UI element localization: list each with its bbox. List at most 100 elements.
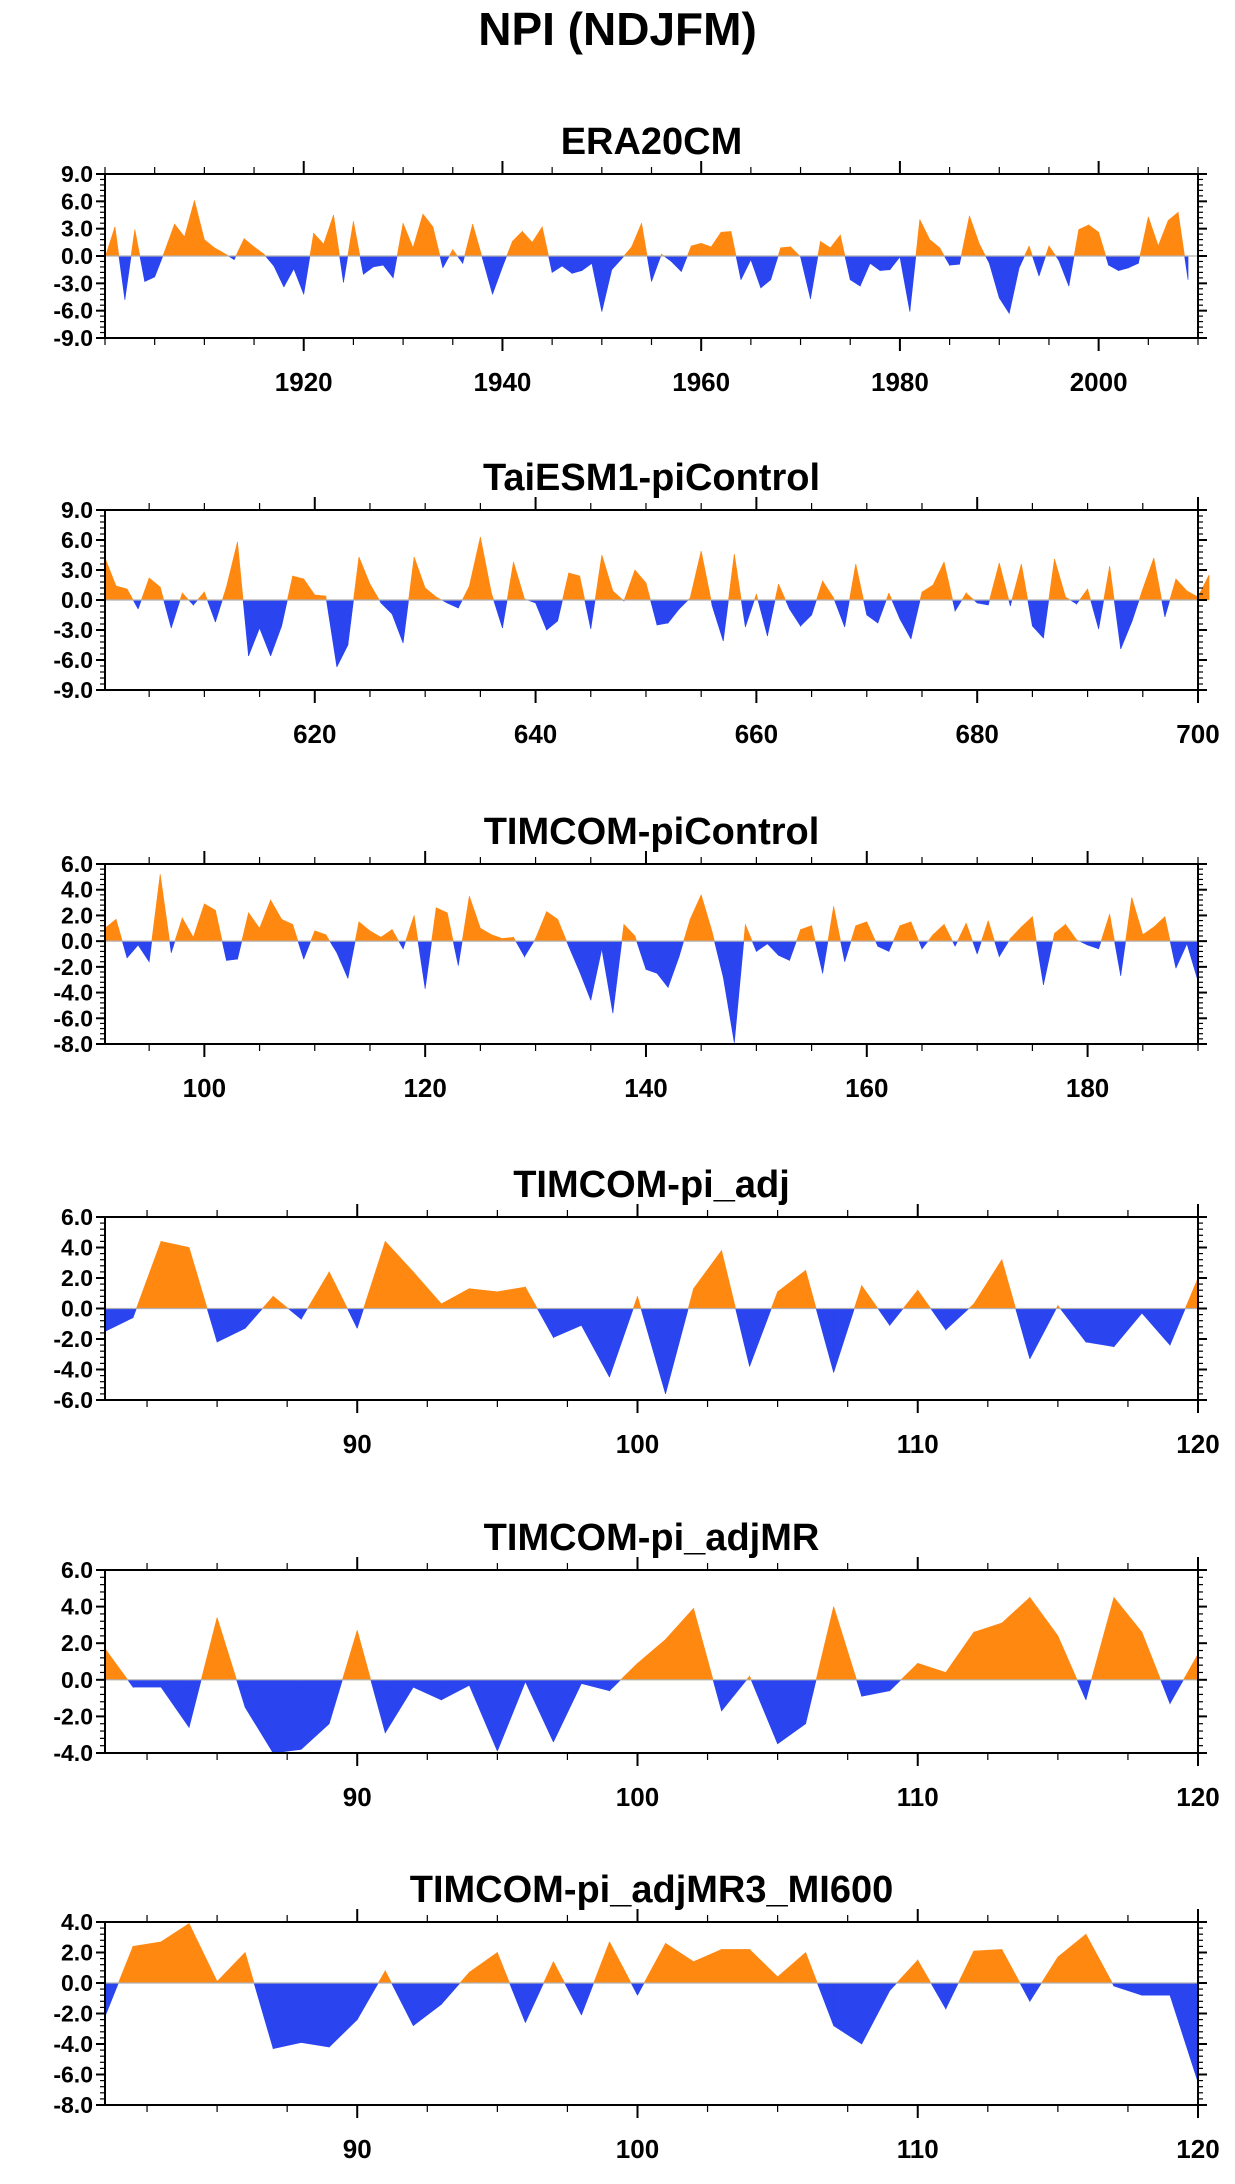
positive-area bbox=[817, 241, 821, 257]
chart-panel-1: ERA20CM 9.06.03.00.0-3.0-6.0-9.0 1920 1940 1… bbox=[53, 121, 1207, 397]
negative-area bbox=[640, 1308, 666, 1394]
positive-area bbox=[384, 1970, 392, 1984]
negative-area bbox=[272, 1679, 302, 1754]
positive-area bbox=[562, 572, 569, 601]
negative-area bbox=[1128, 255, 1139, 269]
positive-area bbox=[1153, 557, 1163, 601]
negative-area bbox=[359, 255, 364, 275]
negative-area bbox=[930, 1308, 947, 1331]
negative-area bbox=[380, 599, 393, 615]
negative-area bbox=[193, 599, 199, 606]
x-tick-label: 110 bbox=[897, 1782, 939, 1812]
positive-area bbox=[1048, 245, 1057, 257]
negative-area bbox=[899, 599, 912, 640]
positive-area bbox=[461, 585, 470, 601]
negative-area bbox=[329, 940, 338, 954]
positive-area bbox=[700, 242, 712, 257]
positive-area bbox=[1057, 1635, 1078, 1681]
negative-area bbox=[564, 1982, 582, 2016]
positive-area bbox=[1177, 212, 1185, 257]
positive-area bbox=[1164, 916, 1171, 942]
negative-area bbox=[678, 940, 685, 957]
negative-area bbox=[877, 940, 890, 952]
negative-area bbox=[844, 599, 850, 628]
positive-area bbox=[287, 575, 293, 601]
positive-area bbox=[215, 910, 223, 942]
positive-area bbox=[634, 935, 638, 942]
negative-area bbox=[1138, 255, 1141, 264]
chart-panel-4: TIMCOM-pi_adj 6.0 4.0 2.0 0.0 -2.0 -4.0 -6.0 90 1… bbox=[53, 1164, 1219, 1459]
positive-area bbox=[919, 219, 931, 257]
positive-area bbox=[354, 921, 360, 942]
positive-area bbox=[448, 249, 454, 257]
negative-area bbox=[1120, 940, 1126, 976]
positive-area bbox=[241, 912, 249, 942]
positive-area bbox=[957, 1950, 975, 1984]
negative-area bbox=[1019, 1982, 1031, 2002]
positive-area bbox=[643, 1943, 666, 1984]
positive-area bbox=[384, 1240, 414, 1309]
positive-area bbox=[900, 1662, 919, 1681]
negative-area bbox=[568, 940, 581, 973]
x-tick-label: 140 bbox=[624, 1073, 667, 1103]
positive-area bbox=[981, 920, 989, 942]
positive-area bbox=[480, 927, 492, 942]
negative-area bbox=[148, 940, 153, 962]
negative-area bbox=[866, 599, 879, 624]
positive-area bbox=[700, 550, 712, 601]
negative-area bbox=[137, 599, 142, 610]
positive-area bbox=[632, 1296, 638, 1309]
positive-area bbox=[811, 925, 816, 942]
positive-area bbox=[631, 223, 642, 257]
positive-area bbox=[899, 921, 912, 942]
area-fills bbox=[104, 1922, 1199, 2083]
y-tick-label: 4.0 bbox=[61, 1594, 93, 1620]
positive-area bbox=[861, 1284, 879, 1309]
positive-area bbox=[623, 923, 636, 942]
negative-area bbox=[216, 1308, 246, 1343]
negative-area bbox=[1035, 940, 1044, 985]
positive-area bbox=[353, 221, 361, 257]
negative-area bbox=[591, 255, 603, 312]
positive-area bbox=[459, 1971, 470, 1984]
negative-area bbox=[402, 599, 409, 644]
x-tick-label: 1920 bbox=[275, 367, 333, 397]
positive-area bbox=[568, 572, 581, 601]
positive-area bbox=[960, 215, 970, 257]
negative-area bbox=[663, 255, 672, 263]
negative-area bbox=[976, 599, 989, 606]
negative-area bbox=[1090, 599, 1099, 630]
positive-area bbox=[1048, 558, 1055, 601]
positive-area bbox=[745, 924, 753, 942]
negative-area bbox=[987, 599, 990, 606]
positive-area bbox=[261, 1295, 274, 1309]
negative-area bbox=[745, 599, 755, 628]
negative-area bbox=[121, 940, 128, 958]
negative-area bbox=[270, 599, 282, 657]
y-tick-label: -4.0 bbox=[53, 1357, 93, 1383]
y-tick-label: -4.0 bbox=[53, 980, 93, 1006]
positive-area bbox=[413, 556, 426, 601]
negative-area bbox=[998, 940, 1010, 958]
negative-area bbox=[943, 255, 950, 267]
positive-area bbox=[553, 1961, 566, 1984]
positive-area bbox=[601, 554, 614, 601]
positive-area bbox=[314, 930, 327, 942]
positive-area bbox=[181, 592, 190, 601]
x-tick-label: 90 bbox=[343, 2134, 372, 2164]
positive-area bbox=[730, 231, 737, 257]
positive-area bbox=[204, 591, 208, 601]
negative-area bbox=[104, 1308, 134, 1332]
negative-area bbox=[844, 940, 852, 962]
positive-area bbox=[353, 556, 360, 601]
negative-area bbox=[811, 599, 817, 616]
negative-area bbox=[899, 255, 911, 312]
negative-area bbox=[548, 255, 553, 273]
positive-area bbox=[917, 1662, 947, 1681]
positive-area bbox=[778, 583, 786, 601]
y-tick-label: -3.0 bbox=[53, 617, 93, 643]
negative-area bbox=[734, 940, 745, 1043]
positive-area bbox=[734, 553, 742, 601]
x-tick-label: 1960 bbox=[672, 367, 730, 397]
positive-area bbox=[687, 1288, 694, 1309]
